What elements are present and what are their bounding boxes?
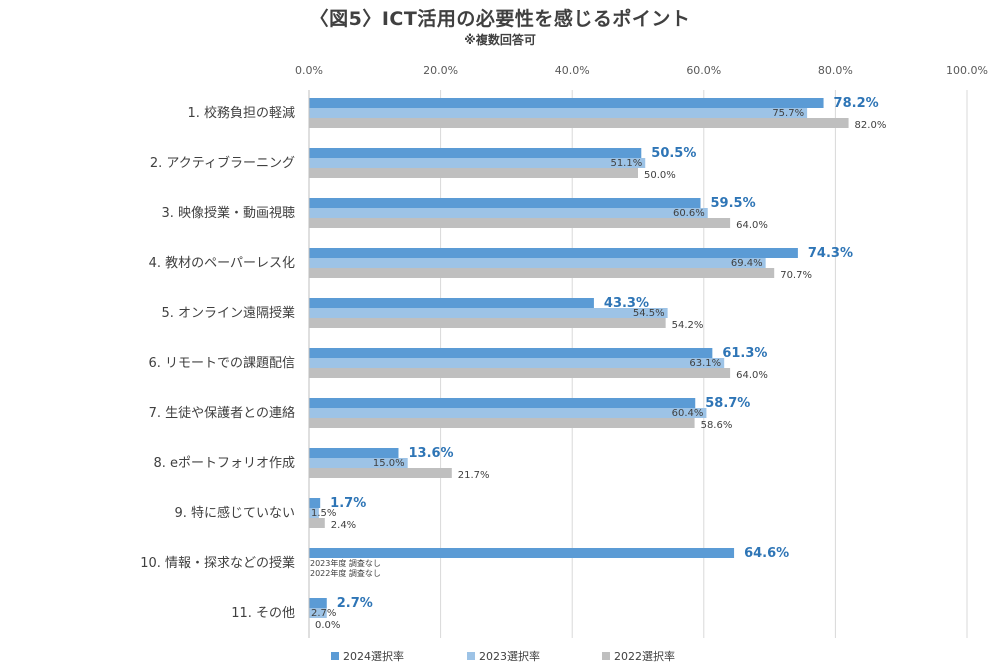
bar-2022選択率 [309, 168, 638, 178]
bar-2024選択率 [309, 98, 824, 108]
data-label: 59.5% [711, 196, 756, 211]
data-label: 60.6% [673, 208, 705, 219]
bar-2024選択率 [309, 148, 642, 158]
category-label: 11. その他 [231, 606, 295, 621]
bar-2024選択率 [309, 248, 798, 258]
data-label: 0.0% [315, 620, 340, 631]
data-label: 75.7% [772, 108, 804, 119]
category-label: 10. 情報・探求などの授業 [140, 555, 295, 571]
data-label: 64.0% [736, 220, 768, 231]
data-label: 82.0% [855, 120, 887, 131]
data-label: 2.7% [311, 608, 336, 619]
category-label: 5. オンライン遠隔授業 [161, 305, 295, 321]
data-label: 2.4% [331, 520, 356, 531]
bar-2024選択率 [309, 498, 321, 508]
bar-2023選択率 [309, 308, 668, 318]
bar-2023選択率 [309, 608, 327, 618]
x-tick-label: 60.0% [686, 64, 721, 77]
no-survey-note: 2022年度 調査なし [310, 568, 381, 578]
bar-2023選択率 [309, 208, 708, 218]
bar-2024選択率 [309, 448, 399, 458]
data-label: 13.6% [408, 446, 453, 461]
legend-label-2022: 2022選択率 [614, 650, 675, 663]
data-label: 60.4% [672, 408, 704, 419]
x-tick-label: 100.0% [946, 64, 988, 77]
x-tick-label: 20.0% [423, 64, 458, 77]
legend-label-2024: 2024選択率 [343, 650, 404, 663]
bar-2022選択率 [309, 118, 849, 128]
data-label: 74.3% [808, 246, 853, 261]
data-label: 1.5% [311, 508, 336, 519]
category-label: 6. リモートでの課題配信 [148, 355, 295, 371]
data-label: 63.1% [689, 358, 721, 369]
legend-swatch-2023 [467, 652, 475, 660]
bar-2023選択率 [309, 158, 646, 168]
data-label: 58.7% [705, 396, 750, 411]
legend-item-2024: 2024選択率 [331, 648, 404, 664]
data-label: 50.5% [651, 146, 696, 161]
data-label: 21.7% [458, 470, 490, 481]
category-label: 2. アクティブラーニング [150, 155, 295, 171]
data-label: 43.3% [604, 296, 649, 311]
legend-label-2023: 2023選択率 [479, 650, 540, 663]
bar-2023選択率 [309, 508, 319, 518]
chart-subtitle: ※複数回答可 [464, 33, 536, 47]
bar-2022選択率 [309, 518, 325, 528]
x-tick-label: 0.0% [295, 64, 323, 77]
legend: 2024選択率 2023選択率 2022選択率 [0, 648, 1000, 666]
data-label: 64.0% [736, 370, 768, 381]
bar-2023選択率 [309, 408, 707, 418]
bar-2024選択率 [309, 598, 327, 608]
bar-2022選択率 [309, 218, 731, 228]
data-label: 15.0% [373, 458, 405, 469]
legend-item-2023: 2023選択率 [467, 648, 540, 664]
bar-2022選択率 [309, 468, 452, 478]
chart-title: 〈図5〉ICT活用の必要性を感じるポイント [309, 8, 691, 30]
bar-2024選択率 [309, 398, 696, 408]
x-tick-label: 80.0% [818, 64, 853, 77]
legend-swatch-2024 [331, 652, 339, 660]
bar-2023選択率 [309, 108, 808, 118]
category-label: 9. 特に感じていない [174, 505, 295, 521]
data-label: 61.3% [722, 346, 767, 361]
data-label: 78.2% [834, 96, 879, 111]
bar-2022選択率 [309, 318, 666, 328]
data-label: 58.6% [701, 420, 733, 431]
bar-2022選択率 [309, 368, 731, 378]
bar-2023選択率 [309, 358, 725, 368]
bar-2022選択率 [309, 418, 695, 428]
data-label: 70.7% [780, 270, 812, 281]
category-label: 7. 生徒や保護者との連絡 [149, 405, 295, 421]
bar-2024選択率 [309, 548, 735, 558]
category-label: 8. eポートフォリオ作成 [153, 456, 295, 471]
no-survey-note: 2023年度 調査なし [310, 558, 381, 568]
bar-2023選択率 [309, 258, 766, 268]
data-label: 54.5% [633, 308, 665, 319]
category-label: 3. 映像授業・動画視聴 [161, 205, 295, 221]
x-tick-label: 40.0% [555, 64, 590, 77]
category-label: 4. 教材のペーパーレス化 [149, 255, 295, 271]
data-label: 64.6% [744, 546, 789, 561]
bar-2024選択率 [309, 348, 713, 358]
bar-2024選択率 [309, 298, 594, 308]
category-label: 1. 校務負担の軽減 [187, 105, 295, 121]
data-label: 50.0% [644, 170, 676, 181]
legend-item-2022: 2022選択率 [602, 648, 675, 664]
legend-swatch-2022 [602, 652, 610, 660]
bar-2022選択率 [309, 268, 775, 278]
data-label: 54.2% [672, 320, 704, 331]
data-label: 51.1% [610, 158, 642, 169]
bar-2023選択率 [309, 458, 408, 468]
data-label: 69.4% [731, 258, 763, 269]
data-label: 1.7% [330, 496, 366, 511]
bar-2024選択率 [309, 198, 701, 208]
data-label: 2.7% [337, 596, 373, 611]
